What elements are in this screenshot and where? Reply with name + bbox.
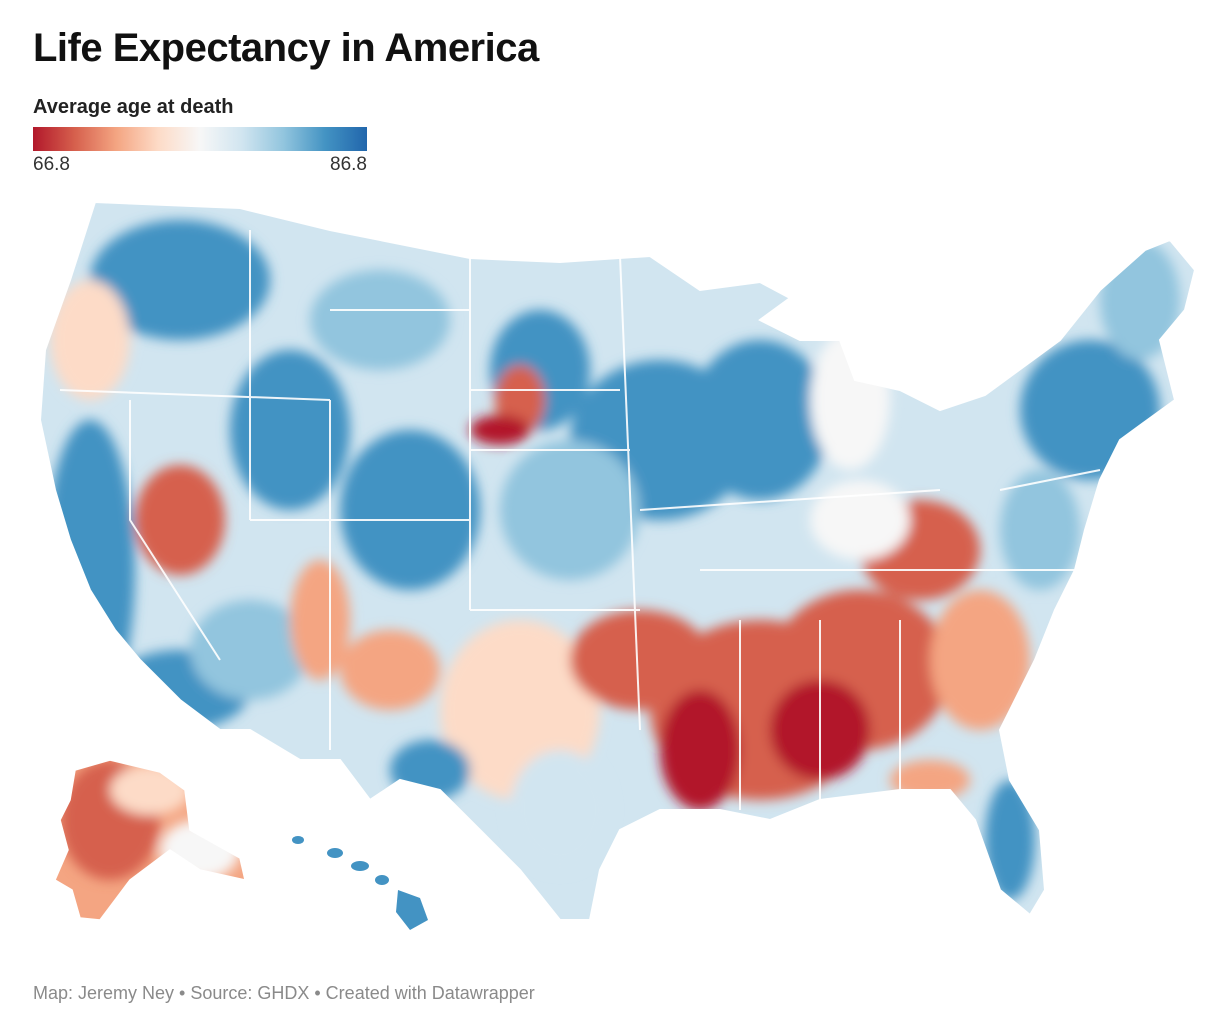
us-county-map (0, 190, 1212, 950)
legend-gradient-bar (33, 127, 367, 151)
legend-max-label: 86.8 (330, 154, 367, 175)
legend-title: Average age at death (33, 96, 234, 118)
legend-labels: 66.8 86.8 (33, 154, 367, 178)
legend-min-label: 66.8 (33, 154, 70, 175)
map-title: Life Expectancy in America (33, 26, 539, 70)
alaska-inset (54, 759, 246, 921)
hawaii-inset (292, 836, 428, 930)
map-credit: Map: Jeremy Ney • Source: GHDX • Created… (33, 983, 535, 1003)
color-legend: Average age at death 66.8 86.8 (33, 96, 367, 178)
